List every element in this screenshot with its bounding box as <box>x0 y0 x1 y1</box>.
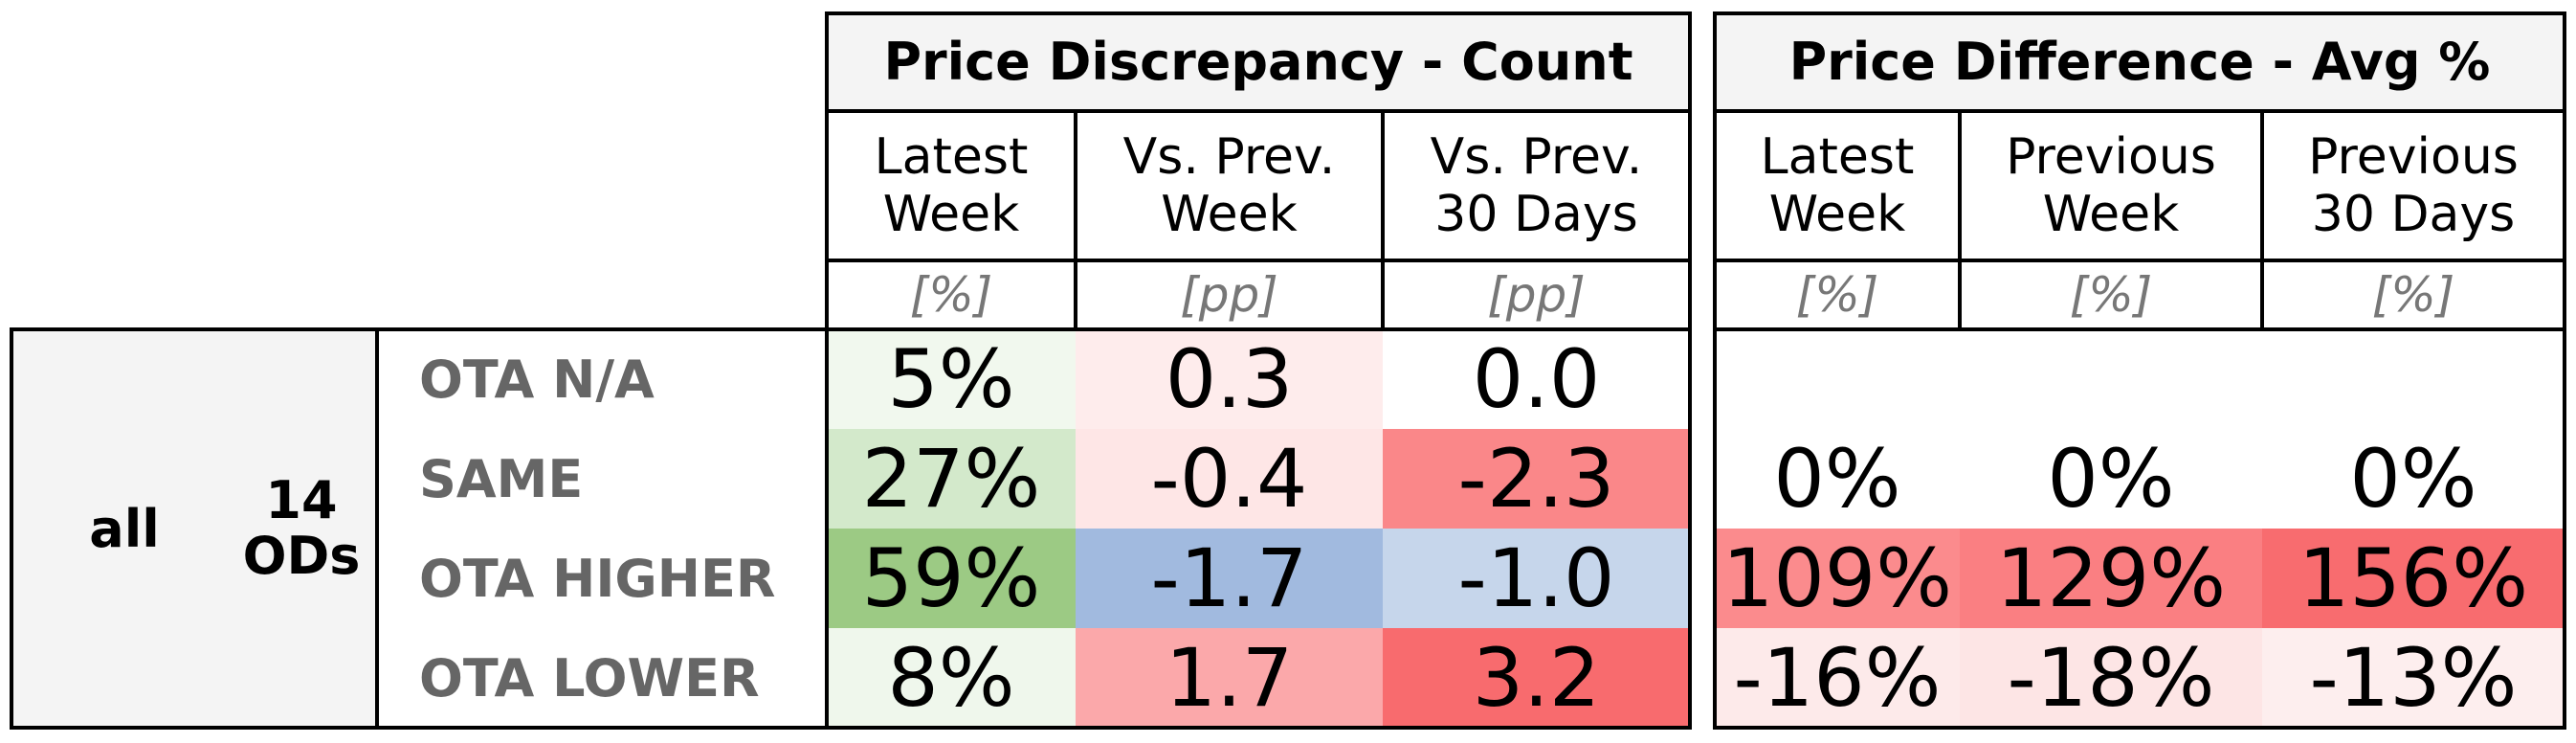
diff-cell: -13% <box>2262 628 2565 728</box>
column-header: Vs. Prev. Week <box>1122 128 1336 243</box>
diff-cell <box>2262 329 2565 429</box>
count-cell: 59% <box>827 529 1076 628</box>
row-label: OTA N/A <box>419 349 655 410</box>
diff-cell: 109% <box>1715 529 1960 628</box>
column-unit: [pp] <box>1487 267 1586 323</box>
grid-line <box>11 327 827 331</box>
diff-cell <box>1960 329 2262 429</box>
column-header: Latest Week <box>874 128 1029 243</box>
count-cell: 0.0 <box>1383 329 1690 429</box>
segment-label: all <box>89 498 160 559</box>
grid-line <box>1715 11 2565 15</box>
group-title: Price Discrepancy - Count <box>827 11 1690 111</box>
column-header: Latest Week <box>1760 128 1915 243</box>
column-header: Vs. Prev. 30 Days <box>1430 128 1643 243</box>
grid-line <box>1074 111 1077 329</box>
grid-line <box>375 327 379 730</box>
row-label: SAME <box>419 448 584 509</box>
grid-line <box>825 11 829 730</box>
count-cell: 3.2 <box>1383 628 1690 728</box>
grid-line <box>827 259 1690 262</box>
count-cell: -2.3 <box>1383 429 1690 529</box>
grid-line <box>825 726 1692 730</box>
column-unit: [pp] <box>1180 267 1278 323</box>
count-cell: -0.4 <box>1076 429 1383 529</box>
diff-cell: 0% <box>1960 429 2262 529</box>
grid-line <box>1688 11 1692 730</box>
diff-cell: -18% <box>1960 628 2262 728</box>
diff-cell: 0% <box>1715 429 1960 529</box>
count-cell: 5% <box>827 329 1076 429</box>
grid-line <box>1958 111 1962 329</box>
diff-cell: 0% <box>2262 429 2565 529</box>
grid-line <box>2563 11 2566 730</box>
grid-line <box>1715 259 2565 262</box>
count-cell: 1.7 <box>1076 628 1383 728</box>
segment-count-label: 14 ODs <box>242 470 361 586</box>
column-header: Previous Week <box>2006 128 2216 243</box>
grid-line <box>11 726 827 730</box>
column-unit: [%] <box>2371 267 2455 323</box>
diff-cell: 129% <box>1960 529 2262 628</box>
grid-line <box>1715 327 2565 331</box>
count-cell: 8% <box>827 628 1076 728</box>
grid-line <box>1713 726 2566 730</box>
diff-cell: 156% <box>2262 529 2565 628</box>
count-cell: 27% <box>827 429 1076 529</box>
diff-cell: -16% <box>1715 628 1960 728</box>
count-cell: 0.3 <box>1076 329 1383 429</box>
column-header: Previous 30 Days <box>2308 128 2519 243</box>
grid-line <box>1715 109 2565 113</box>
row-label: OTA LOWER <box>419 647 760 709</box>
grid-line <box>1381 111 1385 329</box>
grid-line <box>827 11 1690 15</box>
count-cell: -1.0 <box>1383 529 1690 628</box>
grid-line <box>1713 11 1717 730</box>
grid-line <box>827 109 1690 113</box>
column-unit: [%] <box>909 267 993 323</box>
segment-panel <box>11 329 377 728</box>
grid-line <box>2260 111 2264 329</box>
grid-line <box>827 327 1690 331</box>
row-label: OTA HIGHER <box>419 548 776 609</box>
grid-line <box>10 327 13 730</box>
column-unit: [%] <box>2069 267 2153 323</box>
diff-cell <box>1715 329 1960 429</box>
count-cell: -1.7 <box>1076 529 1383 628</box>
group-title: Price Difference - Avg % <box>1715 11 2565 111</box>
column-unit: [%] <box>1795 267 1879 323</box>
